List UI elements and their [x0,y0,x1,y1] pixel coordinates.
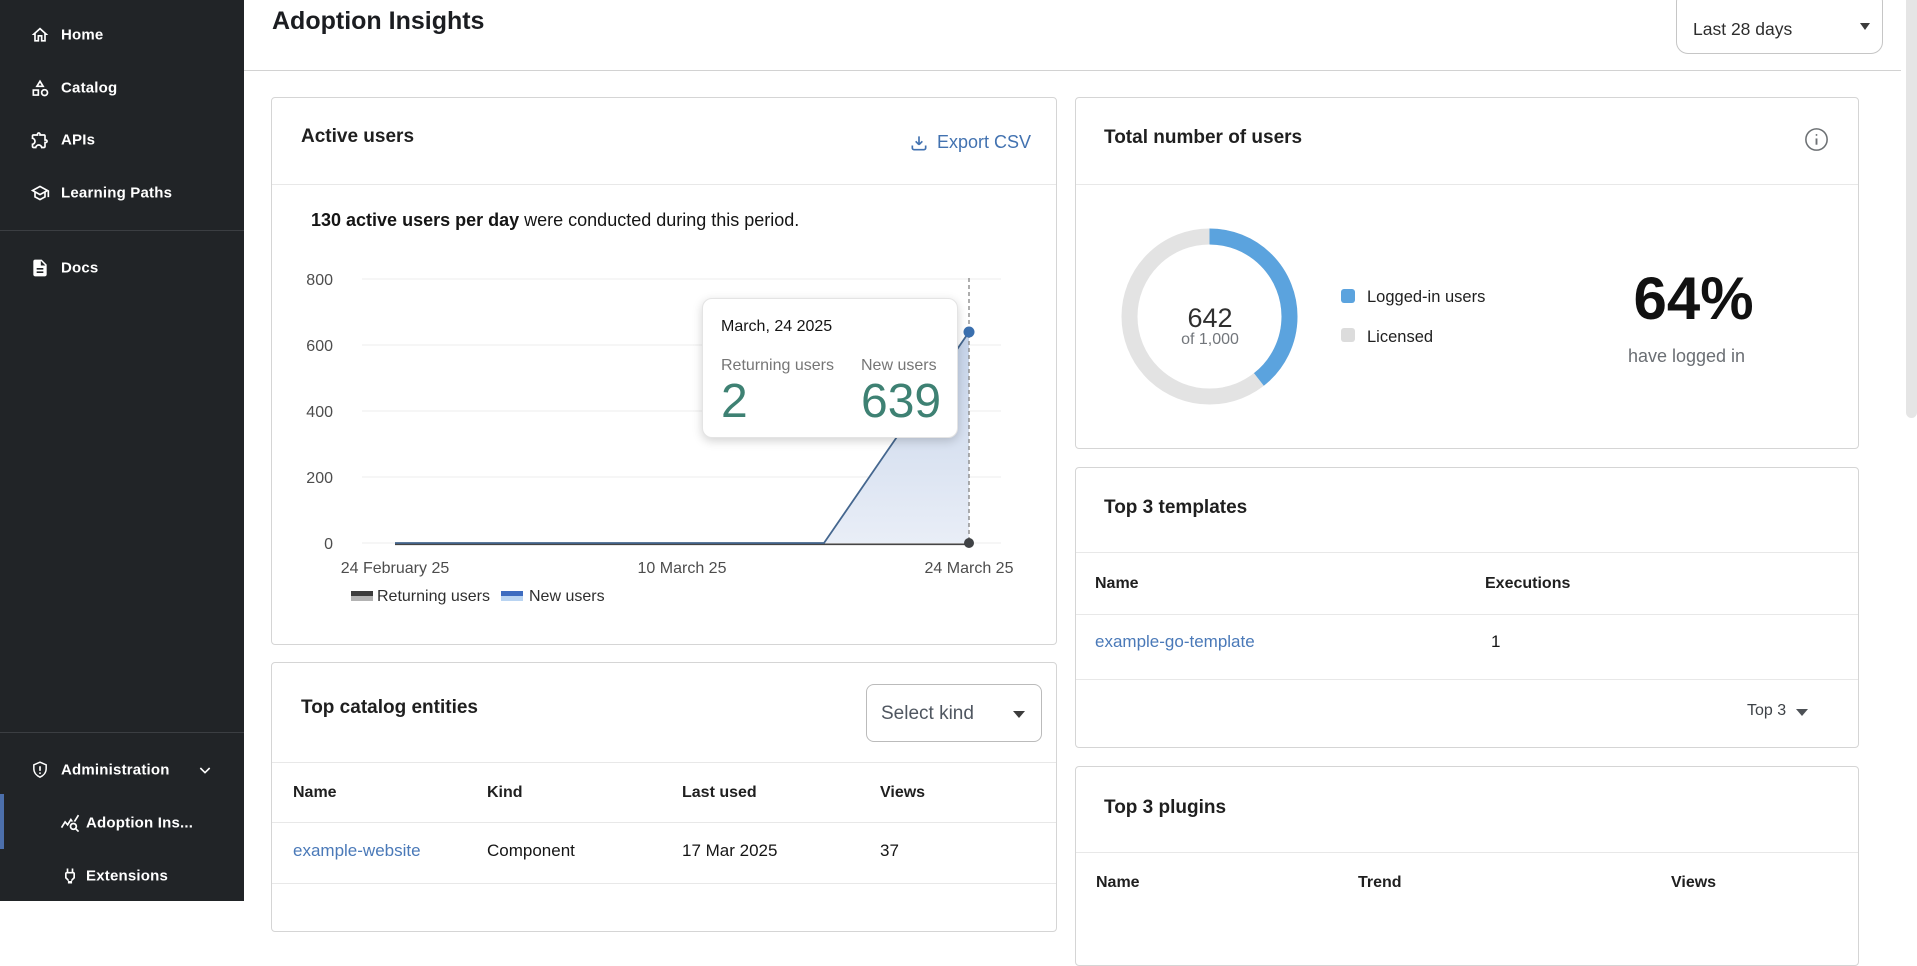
svg-text:400: 400 [306,404,333,421]
svg-text:Returning users: Returning users [377,588,490,605]
svg-text:800: 800 [306,272,333,289]
svg-text:200: 200 [306,470,333,487]
svg-text:24 March 25: 24 March 25 [925,560,1014,577]
svg-text:24 February 25: 24 February 25 [341,560,450,577]
svg-text:600: 600 [306,338,333,355]
svg-text:0: 0 [324,536,333,553]
svg-text:10 March 25: 10 March 25 [638,560,727,577]
svg-text:New users: New users [529,588,605,605]
